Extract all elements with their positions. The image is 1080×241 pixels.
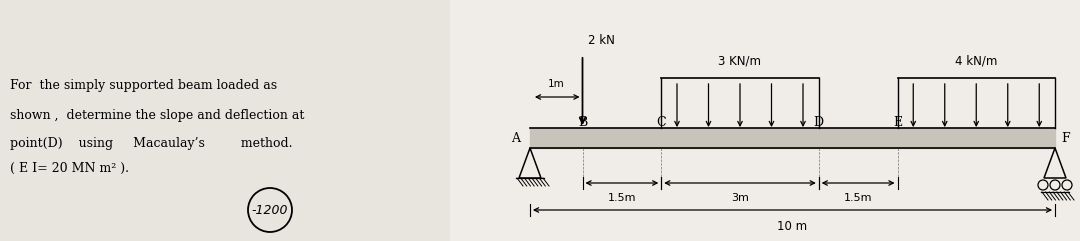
Bar (530, 128, 1055, 148)
Text: E: E (893, 115, 902, 128)
Text: 1m: 1m (548, 79, 565, 89)
Text: -1200: -1200 (252, 203, 288, 216)
Text: 4 kN/m: 4 kN/m (955, 55, 998, 68)
Text: For  the simply supported beam loaded as: For the simply supported beam loaded as (10, 79, 278, 92)
Bar (450, 0, 1080, 241)
Text: A: A (511, 132, 519, 145)
Text: 3m: 3m (731, 193, 748, 203)
Text: C: C (657, 115, 666, 128)
Text: shown ,  determine the slope and deflection at: shown , determine the slope and deflecti… (10, 108, 305, 121)
Text: D: D (813, 115, 824, 128)
Text: 2 kN: 2 kN (588, 34, 615, 47)
Text: F: F (1061, 132, 1069, 145)
Text: 3 KN/m: 3 KN/m (718, 55, 761, 68)
Text: point(D)    using     Macaulay’s         method.: point(D) using Macaulay’s method. (10, 136, 293, 149)
Text: 10 m: 10 m (778, 220, 808, 233)
Text: 1.5m: 1.5m (843, 193, 873, 203)
Text: ( E I= 20 MN m² ).: ( E I= 20 MN m² ). (10, 161, 129, 174)
Text: B: B (578, 115, 588, 128)
Text: 1.5m: 1.5m (608, 193, 636, 203)
